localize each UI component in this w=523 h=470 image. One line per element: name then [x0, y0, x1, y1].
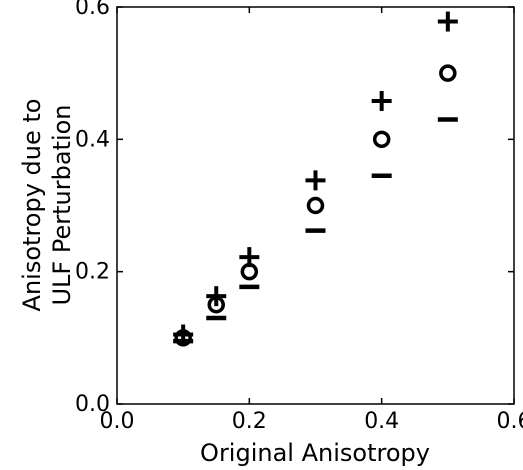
y-tick-label: 0.2 [75, 260, 110, 285]
circle-marker [439, 64, 457, 82]
y-tick-label: 0.0 [75, 392, 110, 417]
plus-marker [437, 11, 458, 32]
y-axis-title-line-1: Anisotropy due to [18, 99, 46, 312]
circle-marker [207, 296, 225, 314]
y-tick-label: 0.4 [75, 127, 110, 152]
x-tick-label: 0.4 [364, 409, 399, 434]
y-tick-labels: 0.0 0.2 0.4 0.6 [75, 0, 110, 417]
x-tick-labels: 0.0 0.2 0.4 0.6 [100, 409, 523, 434]
circle-marker [240, 262, 259, 281]
y-axis-title-line-2: ULF Perturbation [48, 104, 76, 305]
y-axis-title: Anisotropy due to ULF Perturbation [18, 99, 76, 312]
y-tick-label: 0.6 [75, 0, 110, 20]
x-axis-title: Original Anisotropy [200, 439, 430, 467]
data-points [173, 11, 458, 347]
x-tick-label: 0.6 [497, 409, 523, 434]
y-tick-marks [117, 6, 514, 405]
circle-marker [174, 329, 192, 347]
plus-marker [371, 90, 392, 111]
plot-area-frame [116, 6, 515, 405]
x-tick-label: 0.0 [100, 409, 135, 434]
x-tick-label: 0.2 [232, 409, 267, 434]
circle-marker [372, 130, 391, 149]
x-tick-marks [116, 7, 515, 404]
circle-marker [306, 196, 325, 215]
plus-marker [305, 170, 326, 191]
